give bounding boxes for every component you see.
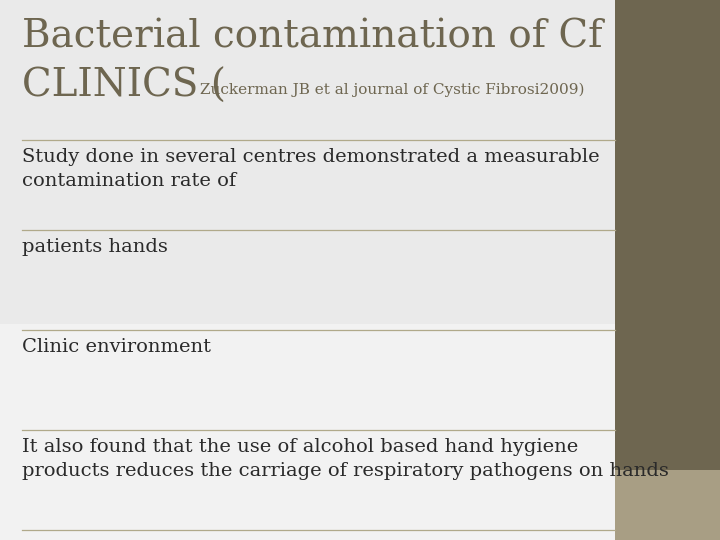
Text: Study done in several centres demonstrated a measurable
contamination rate of: Study done in several centres demonstrat…: [22, 148, 600, 190]
Bar: [0, 0, 720, 324]
Bar: [0, 324, 720, 540]
Text: Zuckerman JB et al journal of Cystic Fibrosi2009): Zuckerman JB et al journal of Cystic Fib…: [200, 83, 585, 97]
Text: CLINICS (: CLINICS (: [22, 68, 226, 105]
Text: Clinic environment: Clinic environment: [22, 338, 211, 356]
Text: It also found that the use of alcohol based hand hygiene
products reduces the ca: It also found that the use of alcohol ba…: [22, 438, 669, 480]
Bar: [615, 0, 720, 540]
Text: Bacterial contamination of Cf: Bacterial contamination of Cf: [22, 18, 603, 55]
Text: patients hands: patients hands: [22, 238, 168, 256]
Bar: [615, 470, 720, 540]
